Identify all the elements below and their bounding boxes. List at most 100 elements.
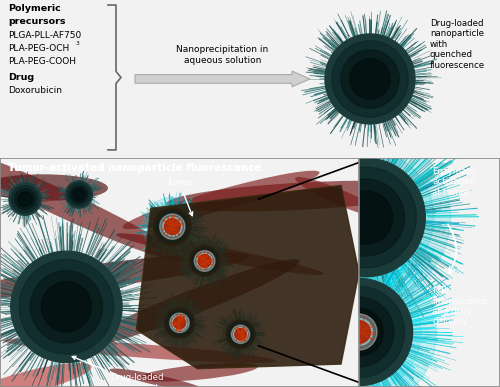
Circle shape xyxy=(227,321,254,348)
Circle shape xyxy=(9,183,42,215)
Circle shape xyxy=(307,158,426,277)
Circle shape xyxy=(73,188,85,201)
Text: NIR
fluorescence
and drug
delivery: NIR fluorescence and drug delivery xyxy=(432,286,488,326)
Ellipse shape xyxy=(0,253,250,298)
Circle shape xyxy=(198,254,211,268)
Text: Tumor-activated nanoparticle fluorescence: Tumor-activated nanoparticle fluorescenc… xyxy=(8,163,262,173)
Circle shape xyxy=(218,312,263,356)
Ellipse shape xyxy=(122,171,320,229)
Circle shape xyxy=(346,319,372,346)
Circle shape xyxy=(180,236,229,285)
Circle shape xyxy=(190,247,220,276)
Circle shape xyxy=(195,251,214,271)
Circle shape xyxy=(66,181,92,208)
Circle shape xyxy=(312,286,406,378)
Circle shape xyxy=(11,251,122,363)
Ellipse shape xyxy=(3,339,276,363)
Circle shape xyxy=(172,316,186,330)
Circle shape xyxy=(341,314,377,350)
Text: Nanoprecipitation in
aqueous solution: Nanoprecipitation in aqueous solution xyxy=(176,45,268,65)
Circle shape xyxy=(12,185,39,213)
Circle shape xyxy=(70,186,88,204)
Text: precursors: precursors xyxy=(8,17,66,26)
Circle shape xyxy=(231,325,250,344)
FancyArrow shape xyxy=(135,71,310,87)
Circle shape xyxy=(192,248,218,274)
Circle shape xyxy=(197,253,212,269)
Circle shape xyxy=(194,251,215,271)
Text: Drug-loaded
nanoparticle
with
quenched
fluorescence: Drug-loaded nanoparticle with quenched f… xyxy=(430,19,485,70)
Polygon shape xyxy=(136,185,359,369)
Circle shape xyxy=(316,167,417,268)
Circle shape xyxy=(328,179,404,256)
Circle shape xyxy=(164,308,194,338)
Circle shape xyxy=(160,214,185,239)
Text: Tumor-activated nanoparticle fluorescence: Tumor-activated nanoparticle fluorescenc… xyxy=(8,163,262,173)
Circle shape xyxy=(234,327,247,341)
Circle shape xyxy=(149,203,196,250)
Circle shape xyxy=(198,255,211,267)
Circle shape xyxy=(143,197,202,256)
Circle shape xyxy=(324,297,394,367)
Circle shape xyxy=(228,322,252,346)
Circle shape xyxy=(166,309,194,337)
Circle shape xyxy=(156,211,188,243)
Circle shape xyxy=(222,317,258,352)
Circle shape xyxy=(161,304,198,341)
Circle shape xyxy=(154,209,190,244)
Circle shape xyxy=(164,218,180,235)
Ellipse shape xyxy=(140,363,258,382)
Circle shape xyxy=(156,300,203,346)
Text: Enzymatic
activation
at tumor: Enzymatic activation at tumor xyxy=(432,167,478,197)
Circle shape xyxy=(325,34,415,124)
Ellipse shape xyxy=(0,145,184,262)
Circle shape xyxy=(282,133,450,302)
Circle shape xyxy=(18,192,32,206)
Circle shape xyxy=(297,270,421,387)
Circle shape xyxy=(341,50,399,108)
Text: Polymeric: Polymeric xyxy=(8,4,61,13)
Circle shape xyxy=(14,188,36,210)
Circle shape xyxy=(232,325,250,344)
Text: 3: 3 xyxy=(76,41,80,46)
Ellipse shape xyxy=(110,368,206,387)
Ellipse shape xyxy=(84,259,300,346)
Circle shape xyxy=(335,308,383,356)
Circle shape xyxy=(226,320,255,349)
Text: Drug: Drug xyxy=(8,73,34,82)
Circle shape xyxy=(30,271,102,343)
Text: PLGA-PLL-AF750: PLGA-PLL-AF750 xyxy=(8,31,81,40)
Circle shape xyxy=(348,321,370,343)
Circle shape xyxy=(170,313,190,332)
Circle shape xyxy=(314,286,404,378)
Circle shape xyxy=(316,167,416,268)
Circle shape xyxy=(185,241,224,281)
Circle shape xyxy=(42,282,92,332)
Circle shape xyxy=(172,315,187,330)
Circle shape xyxy=(68,183,90,206)
Circle shape xyxy=(298,150,434,285)
Circle shape xyxy=(306,278,412,385)
Circle shape xyxy=(174,317,186,329)
Circle shape xyxy=(234,328,247,341)
Circle shape xyxy=(164,219,180,235)
Circle shape xyxy=(170,313,190,333)
Ellipse shape xyxy=(166,181,442,211)
Ellipse shape xyxy=(0,174,108,201)
Circle shape xyxy=(340,191,392,244)
Text: Doxorubicin: Doxorubicin xyxy=(8,86,62,95)
Text: PLA-PEG-OCH: PLA-PEG-OCH xyxy=(8,44,69,53)
Circle shape xyxy=(163,217,182,236)
Circle shape xyxy=(154,208,191,245)
Circle shape xyxy=(166,310,192,336)
Text: Drug-loaded
nanoparticle: Drug-loaded nanoparticle xyxy=(72,356,164,387)
Circle shape xyxy=(160,214,184,239)
Circle shape xyxy=(350,59,390,99)
Circle shape xyxy=(190,246,220,276)
Circle shape xyxy=(332,41,408,117)
Text: Tumor: Tumor xyxy=(166,178,194,216)
Circle shape xyxy=(282,255,436,387)
Ellipse shape xyxy=(295,177,388,219)
Circle shape xyxy=(19,260,114,354)
Ellipse shape xyxy=(116,233,324,275)
